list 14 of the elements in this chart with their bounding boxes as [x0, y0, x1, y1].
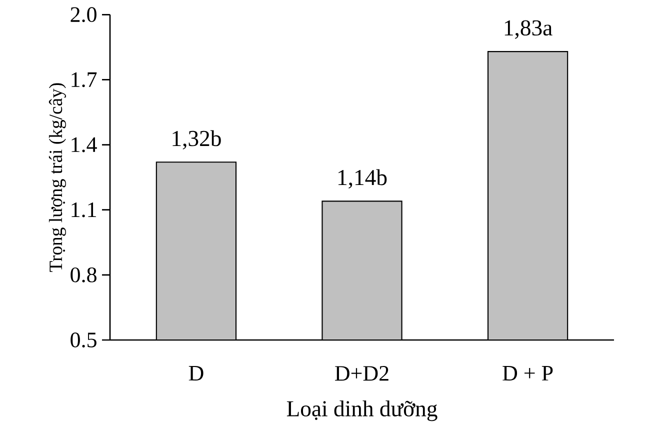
y-tick-label: 2.0	[70, 7, 96, 22]
y-tick-label: 1.4	[72, 137, 97, 152]
data-label: 1,83a	[504, 20, 552, 39]
y-tick-label: 1.7	[72, 72, 97, 88]
x-tick-label: D+D2	[335, 366, 388, 381]
x-tick-label: D + P	[502, 366, 553, 380]
y-tick-label: 1.1	[72, 202, 96, 218]
x-tick-label: D	[188, 366, 204, 380]
data-label: 1,32b	[172, 130, 221, 150]
y-tick-label: 0.5	[70, 332, 96, 348]
y-axis-title: Trọng lượng trái (kg/cây)	[48, 83, 66, 272]
y-tick-label: 0.8	[70, 267, 96, 282]
x-axis-title: Loại dinh dưỡng	[286, 400, 438, 422]
data-label: 1,14b	[338, 169, 387, 188]
